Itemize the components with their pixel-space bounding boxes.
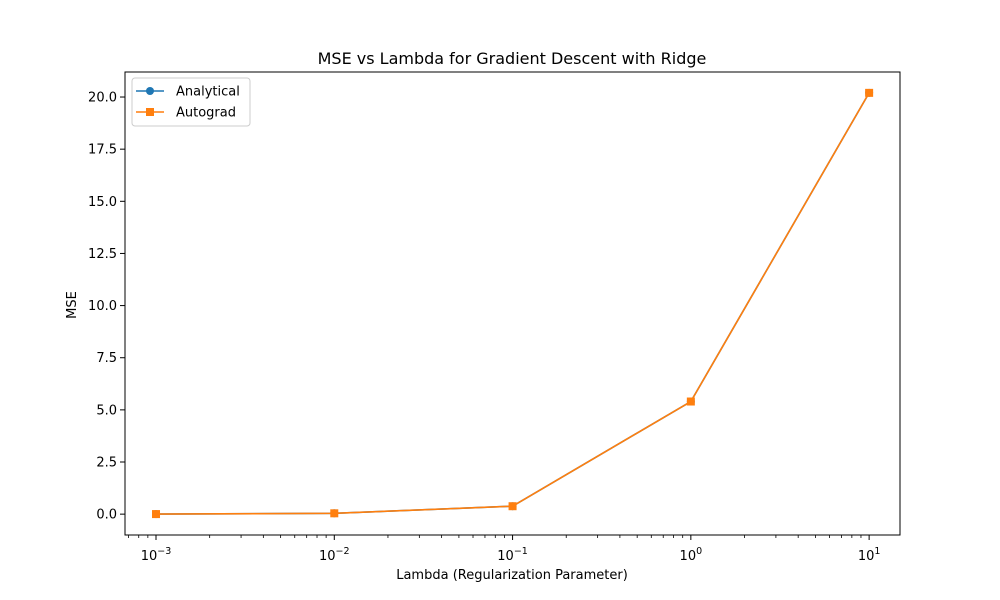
x-axis: 10−3 10−2 10−1 100 101: [127, 535, 881, 564]
legend: Analytical Autograd: [131, 77, 251, 127]
y-axis: 0.0 2.5 5.0 7.5 10.0 12.5 15.0 17.5 20.0: [88, 91, 125, 523]
x-tick-label: 100: [680, 546, 703, 564]
series-line-analytical: [156, 92, 870, 515]
y-tick-label: 15.0: [88, 195, 117, 210]
y-tick-label: 7.5: [96, 351, 117, 366]
y-tick-label: 0.0: [96, 508, 117, 523]
y-tick-label: 10.0: [88, 299, 117, 314]
series-line-autograd: [156, 92, 870, 515]
legend-box: [131, 77, 251, 127]
legend-marker-analytical: [146, 87, 154, 95]
data-point-autograd: [330, 509, 339, 518]
x-axis-label: Lambda (Regularization Parameter): [396, 568, 628, 583]
chart-title: MSE vs Lambda for Gradient Descent with …: [318, 49, 707, 68]
data-point-autograd: [152, 510, 161, 519]
y-tick-label: 5.0: [96, 403, 117, 418]
plot-area: [124, 71, 901, 536]
data-point-autograd: [865, 88, 874, 97]
y-tick-label: 2.5: [96, 456, 117, 471]
y-tick-label: 20.0: [88, 91, 117, 106]
x-tick-label: 101: [858, 546, 881, 564]
x-tick-label: 10−1: [497, 546, 528, 564]
data-point-autograd: [508, 502, 517, 511]
x-tick-label: 10−2: [319, 546, 350, 564]
legend-marker-autograd: [146, 108, 154, 116]
plot-frame: [124, 71, 901, 536]
y-axis-label: MSE: [65, 291, 80, 319]
data-point-autograd: [686, 397, 695, 406]
series-layer: [152, 88, 874, 519]
y-tick-label: 17.5: [88, 143, 117, 158]
x-tick-label: 10−3: [141, 546, 172, 564]
legend-label-autograd: Autograd: [176, 106, 236, 121]
legend-label-analytical: Analytical: [176, 85, 240, 100]
y-tick-label: 12.5: [88, 247, 117, 262]
